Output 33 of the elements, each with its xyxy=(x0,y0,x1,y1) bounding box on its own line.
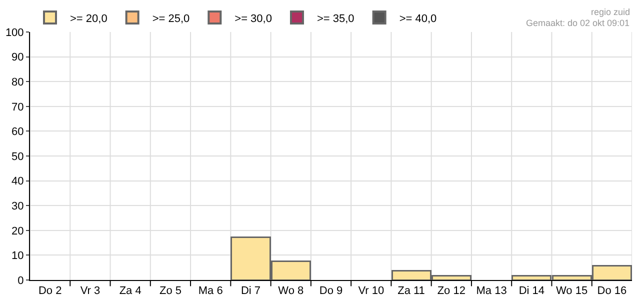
legend-label: >= 30,0 xyxy=(234,12,272,25)
x-tick-label: Wo 8 xyxy=(278,285,304,298)
x-tick-label: Zo 5 xyxy=(159,285,182,298)
x-tick-label: Ma 6 xyxy=(198,285,223,298)
x-tick-label: Vr 10 xyxy=(358,285,384,298)
y-tick-label: 50 xyxy=(12,150,24,163)
x-tick-label: Do 2 xyxy=(38,285,62,298)
x-tick-label: Wo 15 xyxy=(556,285,588,298)
y-tick-label: 60 xyxy=(12,126,24,138)
y-tick-label: 90 xyxy=(12,52,24,64)
y-tick-label: 100 xyxy=(5,26,24,39)
y-tick-label: 70 xyxy=(12,101,24,114)
text: Gemaakt: do 02 okt 09:01 xyxy=(526,18,630,28)
y-tick-label: 80 xyxy=(12,76,24,88)
x-tick-label: Ma 13 xyxy=(476,285,507,298)
x-tick-label: Di 14 xyxy=(518,285,545,298)
legend-label: >= 25,0 xyxy=(152,12,190,25)
x-tick-label: Do 16 xyxy=(597,285,627,298)
x-tick-label: Zo 12 xyxy=(437,285,466,298)
legend-label: >= 40,0 xyxy=(399,12,437,25)
x-tick-label: Za 4 xyxy=(119,285,142,298)
y-tick-label: 0 xyxy=(18,274,24,287)
x-tick-label: Vr 3 xyxy=(80,285,100,298)
y-tick-label: 10 xyxy=(12,250,24,262)
x-tick-label: Di 7 xyxy=(240,285,261,298)
y-tick-label: 20 xyxy=(12,225,24,238)
legend-label: >= 20,0 xyxy=(70,12,108,25)
x-tick-label: Za 11 xyxy=(398,285,425,298)
text: regio zuid xyxy=(591,7,630,17)
y-tick-label: 40 xyxy=(12,176,24,188)
legend-label: >= 35,0 xyxy=(316,12,354,25)
x-tick-label: Do 9 xyxy=(319,285,343,298)
y-tick-label: 30 xyxy=(12,200,24,212)
